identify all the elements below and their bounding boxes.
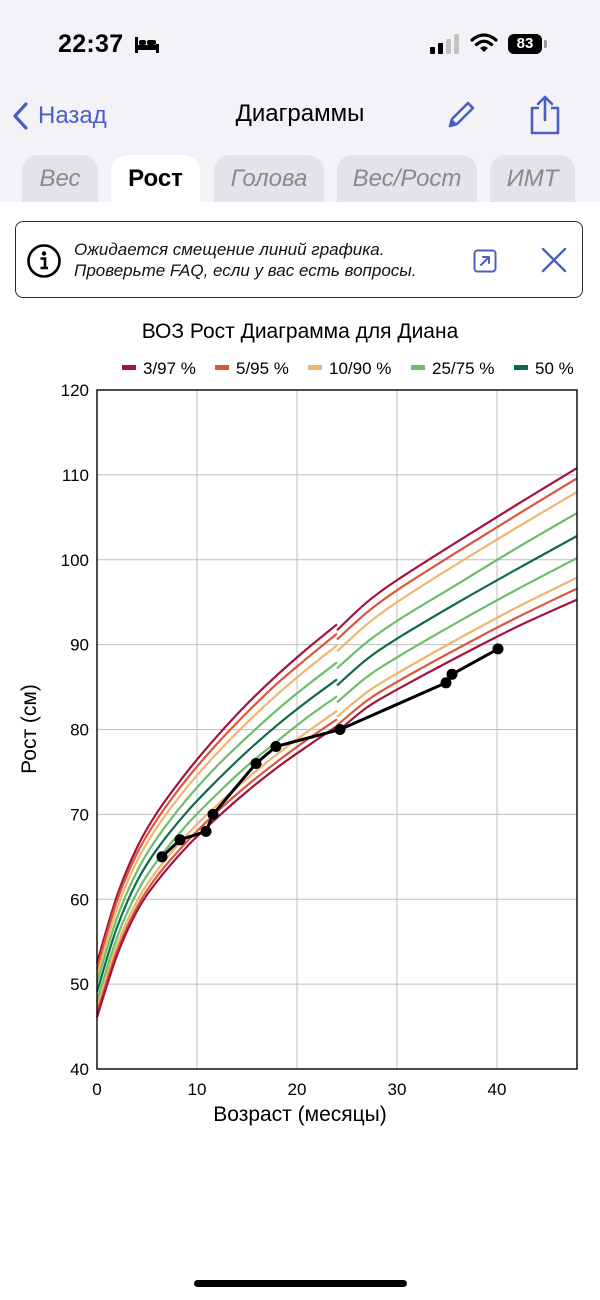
share-icon[interactable] <box>528 94 562 136</box>
child-measurements <box>156 643 504 863</box>
y-tick-label-2: 60 <box>70 890 89 909</box>
tab-height[interactable]: Рост <box>111 155 200 202</box>
plot-frame <box>96 389 578 1070</box>
percentile-curve-p5-seg1 <box>95 718 338 1014</box>
status-time: 22:37 <box>58 30 124 58</box>
legend-label-4: 50 % <box>535 359 574 378</box>
legend-swatch-4 <box>514 365 528 370</box>
percentile-curve-p25-seg1 <box>95 695 338 1002</box>
percentile-curve-p90-seg1 <box>95 644 338 976</box>
wifi-icon <box>470 33 498 52</box>
legend-swatch-1 <box>215 365 229 370</box>
data-point-1 <box>174 834 186 846</box>
y-tick-label-3: 70 <box>70 805 89 824</box>
data-point-7 <box>440 677 452 689</box>
y-tick-label-4: 80 <box>70 721 89 740</box>
percentile-curve-p3-seg2 <box>336 598 578 733</box>
close-icon[interactable] <box>541 247 567 273</box>
home-indicator <box>194 1280 407 1287</box>
growth-chart: ВОЗ Рост Диаграмма для Диана 3/97 % 5/95 … <box>18 320 578 1126</box>
bed-icon <box>135 37 159 53</box>
battery-tip <box>544 40 547 48</box>
percentile-curve-p25-seg2 <box>336 557 578 704</box>
data-point-9 <box>492 643 504 655</box>
percentile-curve-p5-seg2 <box>336 587 578 727</box>
page-title: Диаграммы <box>235 100 365 127</box>
banner-message-line-1: Ожидается смещение линий графика. <box>74 240 385 259</box>
tab-head[interactable]: Голова <box>214 155 324 202</box>
data-point-8 <box>446 668 458 680</box>
percentile-curve-p75-seg2 <box>336 512 578 670</box>
percentile-curve-p97-seg1 <box>95 623 338 964</box>
tab-weight-height[interactable]: Вес/Рост <box>337 155 477 202</box>
y-tick-label-5: 90 <box>70 636 89 655</box>
pencil-icon[interactable] <box>444 98 478 132</box>
x-tick-label-4: 40 <box>488 1080 507 1099</box>
y-axis-label: Рост (см) <box>18 684 41 774</box>
x-tick-label-2: 20 <box>288 1080 307 1099</box>
percentile-curve-p95-seg1 <box>95 632 338 970</box>
percentile-curve-p97-seg2 <box>336 467 578 632</box>
percentile-curve-p75-seg1 <box>95 661 338 983</box>
back-button-label: Назад <box>38 102 107 129</box>
x-axis-label: Возраст (месяцы) <box>213 1103 387 1126</box>
tab-bmi[interactable]: ИМТ <box>490 155 575 202</box>
x-tick-label-0: 0 <box>92 1080 101 1099</box>
percentile-curve-p50-seg1 <box>95 678 338 993</box>
axis-ticks: 0 10 20 30 40 40 50 60 70 80 90 100 110 120 <box>61 381 507 1099</box>
chevron-left-icon <box>13 102 28 130</box>
x-tick-label-3: 30 <box>388 1080 407 1099</box>
data-point-0 <box>156 851 168 863</box>
y-tick-label-8: 120 <box>61 381 89 400</box>
back-button[interactable]: Назад <box>12 98 107 134</box>
banner-message: Ожидается смещение линий графика. Провер… <box>74 239 417 281</box>
legend-swatch-3 <box>411 365 425 370</box>
chart-tabs: Вес Рост Голова Вес/Рост ИМТ <box>0 155 600 202</box>
y-tick-label-0: 40 <box>70 1060 89 1079</box>
legend-label-0: 3/97 % <box>143 359 196 378</box>
data-point-2 <box>200 825 212 837</box>
percentile-curve-p50-seg2 <box>336 535 578 687</box>
percentile-curve-p95-seg2 <box>336 477 578 641</box>
chart-title: ВОЗ Рост Диаграмма для Диана <box>142 320 459 343</box>
percentile-curve-p10-seg2 <box>336 576 578 718</box>
legend-label-1: 5/95 % <box>236 359 289 378</box>
data-point-5 <box>270 741 282 752</box>
battery-indicator: 83 <box>508 34 542 54</box>
y-tick-label-7: 110 <box>62 466 89 485</box>
tab-weight[interactable]: Вес <box>22 155 98 202</box>
y-tick-label-1: 50 <box>70 975 89 994</box>
data-point-3 <box>207 808 219 820</box>
legend-label-2: 10/90 % <box>329 359 391 378</box>
cellular-signal-icon <box>430 34 459 54</box>
banner-message-line-2: Проверьте FAQ, если у вас есть вопросы. <box>74 261 417 280</box>
legend-swatch-2 <box>308 365 322 370</box>
data-point-4 <box>250 758 262 769</box>
info-icon <box>27 244 61 278</box>
chart-legend: 3/97 % 5/95 % 10/90 % 25/75 % 50 % <box>122 359 574 378</box>
percentile-curves <box>95 467 578 1018</box>
legend-swatch-0 <box>122 365 136 370</box>
info-banner: Ожидается смещение линий графика. Провер… <box>15 221 583 298</box>
x-tick-label-1: 10 <box>188 1080 207 1099</box>
data-point-6 <box>334 724 346 735</box>
external-link-icon[interactable] <box>473 249 497 273</box>
y-tick-label-6: 100 <box>61 551 89 570</box>
legend-label-3: 25/75 % <box>432 359 494 378</box>
percentile-curve-p90-seg2 <box>336 490 578 653</box>
